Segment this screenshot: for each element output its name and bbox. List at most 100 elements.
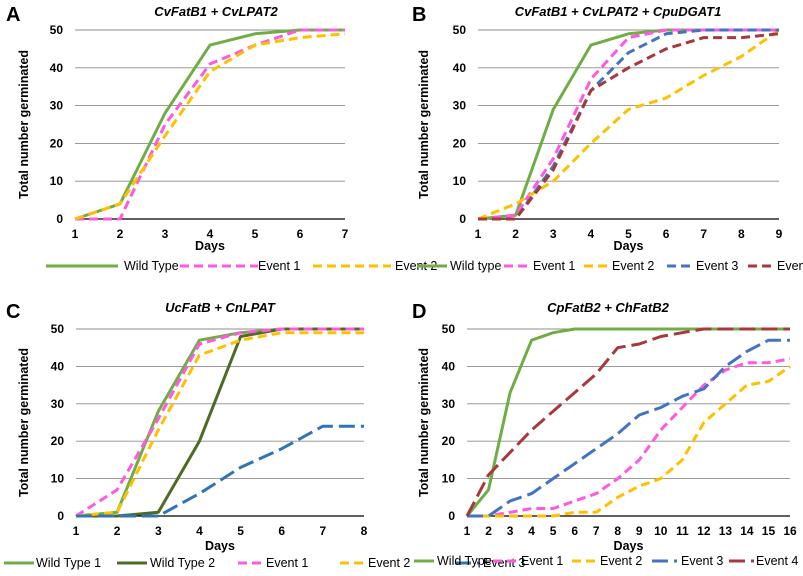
x-tick-label: 3 <box>155 524 162 538</box>
x-tick-label: 8 <box>738 227 745 241</box>
x-tick-label: 3 <box>507 524 514 538</box>
series-line-event-2 <box>74 32 346 221</box>
chart-title: CvFatB1 + CvLPAT2 <box>154 4 278 19</box>
y-tick-label: 10 <box>453 174 467 188</box>
series-line-event-1 <box>467 357 791 518</box>
x-tick-label: 5 <box>252 227 259 241</box>
series-line-wild-type-2 <box>76 327 364 518</box>
series-line-event-2 <box>75 331 364 518</box>
x-tick-label: 10 <box>654 524 668 538</box>
y-tick-label: 50 <box>51 322 65 336</box>
x-tick-label: 5 <box>625 227 632 241</box>
legend-entry: Event 2 <box>600 554 642 568</box>
y-tick-label: 40 <box>453 61 467 75</box>
x-tick-label: 2 <box>485 524 492 538</box>
legend-entry: Wild Type <box>437 554 492 568</box>
series-line-event-4 <box>478 32 780 221</box>
x-axis-label: Days <box>205 539 235 553</box>
x-tick-label: 6 <box>571 524 578 538</box>
y-axis-label: Total number germinated <box>17 348 31 497</box>
series-line-wild-type-1 <box>75 327 364 518</box>
x-tick-label: 12 <box>697 524 711 538</box>
x-tick-label: 3 <box>162 227 169 241</box>
series-line-wild-type <box>74 28 345 221</box>
panel-label: A <box>6 4 20 26</box>
x-tick-label: 4 <box>588 227 595 241</box>
series-line-event-1 <box>75 28 345 221</box>
x-tick-label: 1 <box>73 524 80 538</box>
y-tick-label: 20 <box>442 434 456 448</box>
x-tick-label: 9 <box>636 524 643 538</box>
panel-label: B <box>412 4 426 26</box>
x-tick-label: 6 <box>663 227 670 241</box>
x-tick-label: 16 <box>783 524 797 538</box>
x-tick-label: 5 <box>237 524 244 538</box>
x-tick-label: 8 <box>361 524 368 538</box>
x-tick-label: 8 <box>614 524 621 538</box>
y-axis-label: Total number germinated <box>17 50 31 199</box>
x-tick-label: 7 <box>342 227 349 241</box>
chart-title: UcFatB + CnLPAT <box>165 300 276 315</box>
y-tick-label: 50 <box>50 23 64 37</box>
legend-entry: Event 4 <box>756 554 798 568</box>
x-tick-label: 6 <box>297 227 304 241</box>
y-axis-label: Total number germinated <box>417 348 431 497</box>
y-tick-label: 50 <box>442 322 456 336</box>
y-tick-label: 50 <box>453 23 467 37</box>
series-line-wild-type <box>477 28 779 221</box>
x-tick-label: 15 <box>762 524 776 538</box>
y-axis-label: Total number germinated <box>417 50 431 199</box>
legend-entry: Event 1 <box>266 556 308 570</box>
x-axis-label: Days <box>614 239 644 253</box>
y-tick-label: 40 <box>50 61 64 75</box>
series-line-event-1 <box>75 327 364 518</box>
x-tick-label: 3 <box>550 227 557 241</box>
x-axis-label: Days <box>614 539 644 553</box>
series-line-event-3 <box>76 424 364 518</box>
y-tick-label: 20 <box>51 434 65 448</box>
y-tick-label: 10 <box>50 174 64 188</box>
y-tick-label: 30 <box>442 397 456 411</box>
y-tick-label: 30 <box>50 99 64 113</box>
chart-panel-b: B CvFatB1 + CvLPAT2 + CpuDGAT1 0 10 20 30 40 50… <box>412 4 803 273</box>
x-tick-label: 2 <box>512 227 519 241</box>
x-tick-label: 2 <box>114 524 121 538</box>
series-line-event-4 <box>465 327 790 517</box>
y-tick-label: 0 <box>448 509 455 523</box>
chart-title: CpFatB2 + ChFatB2 <box>547 300 669 315</box>
legend-entry: Wild type <box>450 259 501 273</box>
x-tick-label: 11 <box>676 524 689 538</box>
legend-entry: Event 3 <box>696 259 738 273</box>
x-tick-label: 4 <box>207 227 214 241</box>
y-tick-label: 0 <box>57 509 64 523</box>
x-tick-label: 4 <box>196 524 203 538</box>
y-tick-label: 0 <box>56 212 63 226</box>
x-tick-label: 2 <box>117 227 124 241</box>
legend-entry: Event 3 <box>681 554 723 568</box>
legend-entry: Event 4 <box>777 259 803 273</box>
y-tick-label: 30 <box>453 99 467 113</box>
series-line-event-3 <box>467 338 790 518</box>
y-tick-label: 10 <box>442 472 456 486</box>
y-tick-label: 40 <box>51 359 65 373</box>
x-tick-label: 13 <box>719 524 733 538</box>
x-axis-label: Days <box>195 239 225 253</box>
x-tick-label: 1 <box>475 227 482 241</box>
legend-entry: Wild Type 2 <box>150 556 215 570</box>
y-tick-label: 0 <box>459 212 466 226</box>
x-tick-label: 7 <box>700 227 707 241</box>
series-line-event-2 <box>477 28 780 221</box>
x-tick-label: 5 <box>550 524 557 538</box>
legend-entry: Event 1 <box>258 259 300 273</box>
x-tick-label: 9 <box>776 227 783 241</box>
y-tick-label: 20 <box>50 136 64 150</box>
panel-label: D <box>412 301 426 323</box>
legend-entry: Event 1 <box>533 259 575 273</box>
x-tick-label: 1 <box>464 524 471 538</box>
y-tick-label: 20 <box>453 136 467 150</box>
x-tick-label: 4 <box>528 524 535 538</box>
chart-title: CvFatB1 + CvLPAT2 + CpuDGAT1 <box>515 4 722 19</box>
legend-entry: Event 2 <box>395 259 437 273</box>
y-tick-label: 10 <box>51 472 65 486</box>
